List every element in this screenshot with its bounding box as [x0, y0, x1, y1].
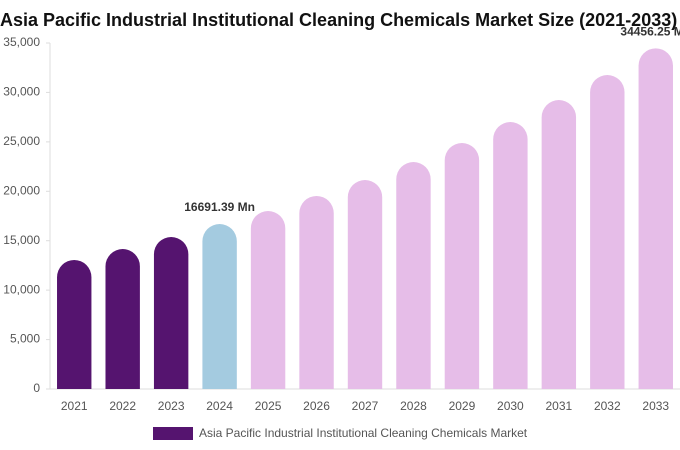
bar: [638, 48, 673, 390]
x-tick-label: 2021: [61, 399, 88, 413]
bar: [202, 224, 237, 389]
y-tick-label: 30,000: [3, 85, 40, 99]
bar: [493, 122, 528, 389]
y-tick-label: 15,000: [3, 233, 40, 247]
y-tick-label: 35,000: [3, 35, 40, 49]
y-tick-label: 0: [33, 381, 40, 395]
bar: [396, 162, 431, 389]
bar: [347, 180, 383, 389]
x-tick-label: 2026: [303, 399, 330, 413]
bar: [590, 75, 625, 389]
x-tick-label: 2022: [109, 399, 136, 413]
bar: [153, 237, 189, 389]
bar: [444, 143, 480, 389]
bar: [57, 259, 92, 389]
legend-swatch: [153, 427, 193, 440]
legend-label: Asia Pacific Industrial Institutional Cl…: [199, 426, 528, 440]
x-tick-label: 2023: [158, 399, 185, 413]
value-label: 16691.39 Mn: [184, 200, 255, 214]
x-tick-label: 2029: [449, 399, 476, 413]
x-tick-label: 2025: [255, 399, 282, 413]
x-tick-label: 2030: [497, 399, 524, 413]
bar: [541, 100, 577, 389]
bar: [299, 196, 334, 389]
x-tick-label: 2028: [400, 399, 427, 413]
x-tick-label: 2031: [545, 399, 572, 413]
y-tick-label: 25,000: [3, 134, 40, 148]
chart-title: Asia Pacific Industrial Institutional Cl…: [0, 10, 677, 30]
x-tick-label: 2027: [352, 399, 379, 413]
x-tick-label: 2032: [594, 399, 621, 413]
bar: [105, 249, 140, 389]
y-tick-label: 5,000: [10, 332, 40, 346]
bar: [250, 211, 286, 389]
y-tick-label: 10,000: [3, 282, 40, 296]
value-label: 34456.25 Mn: [620, 25, 680, 39]
y-tick-label: 20,000: [3, 183, 40, 197]
x-tick-label: 2033: [642, 399, 669, 413]
x-tick-label: 2024: [206, 399, 233, 413]
